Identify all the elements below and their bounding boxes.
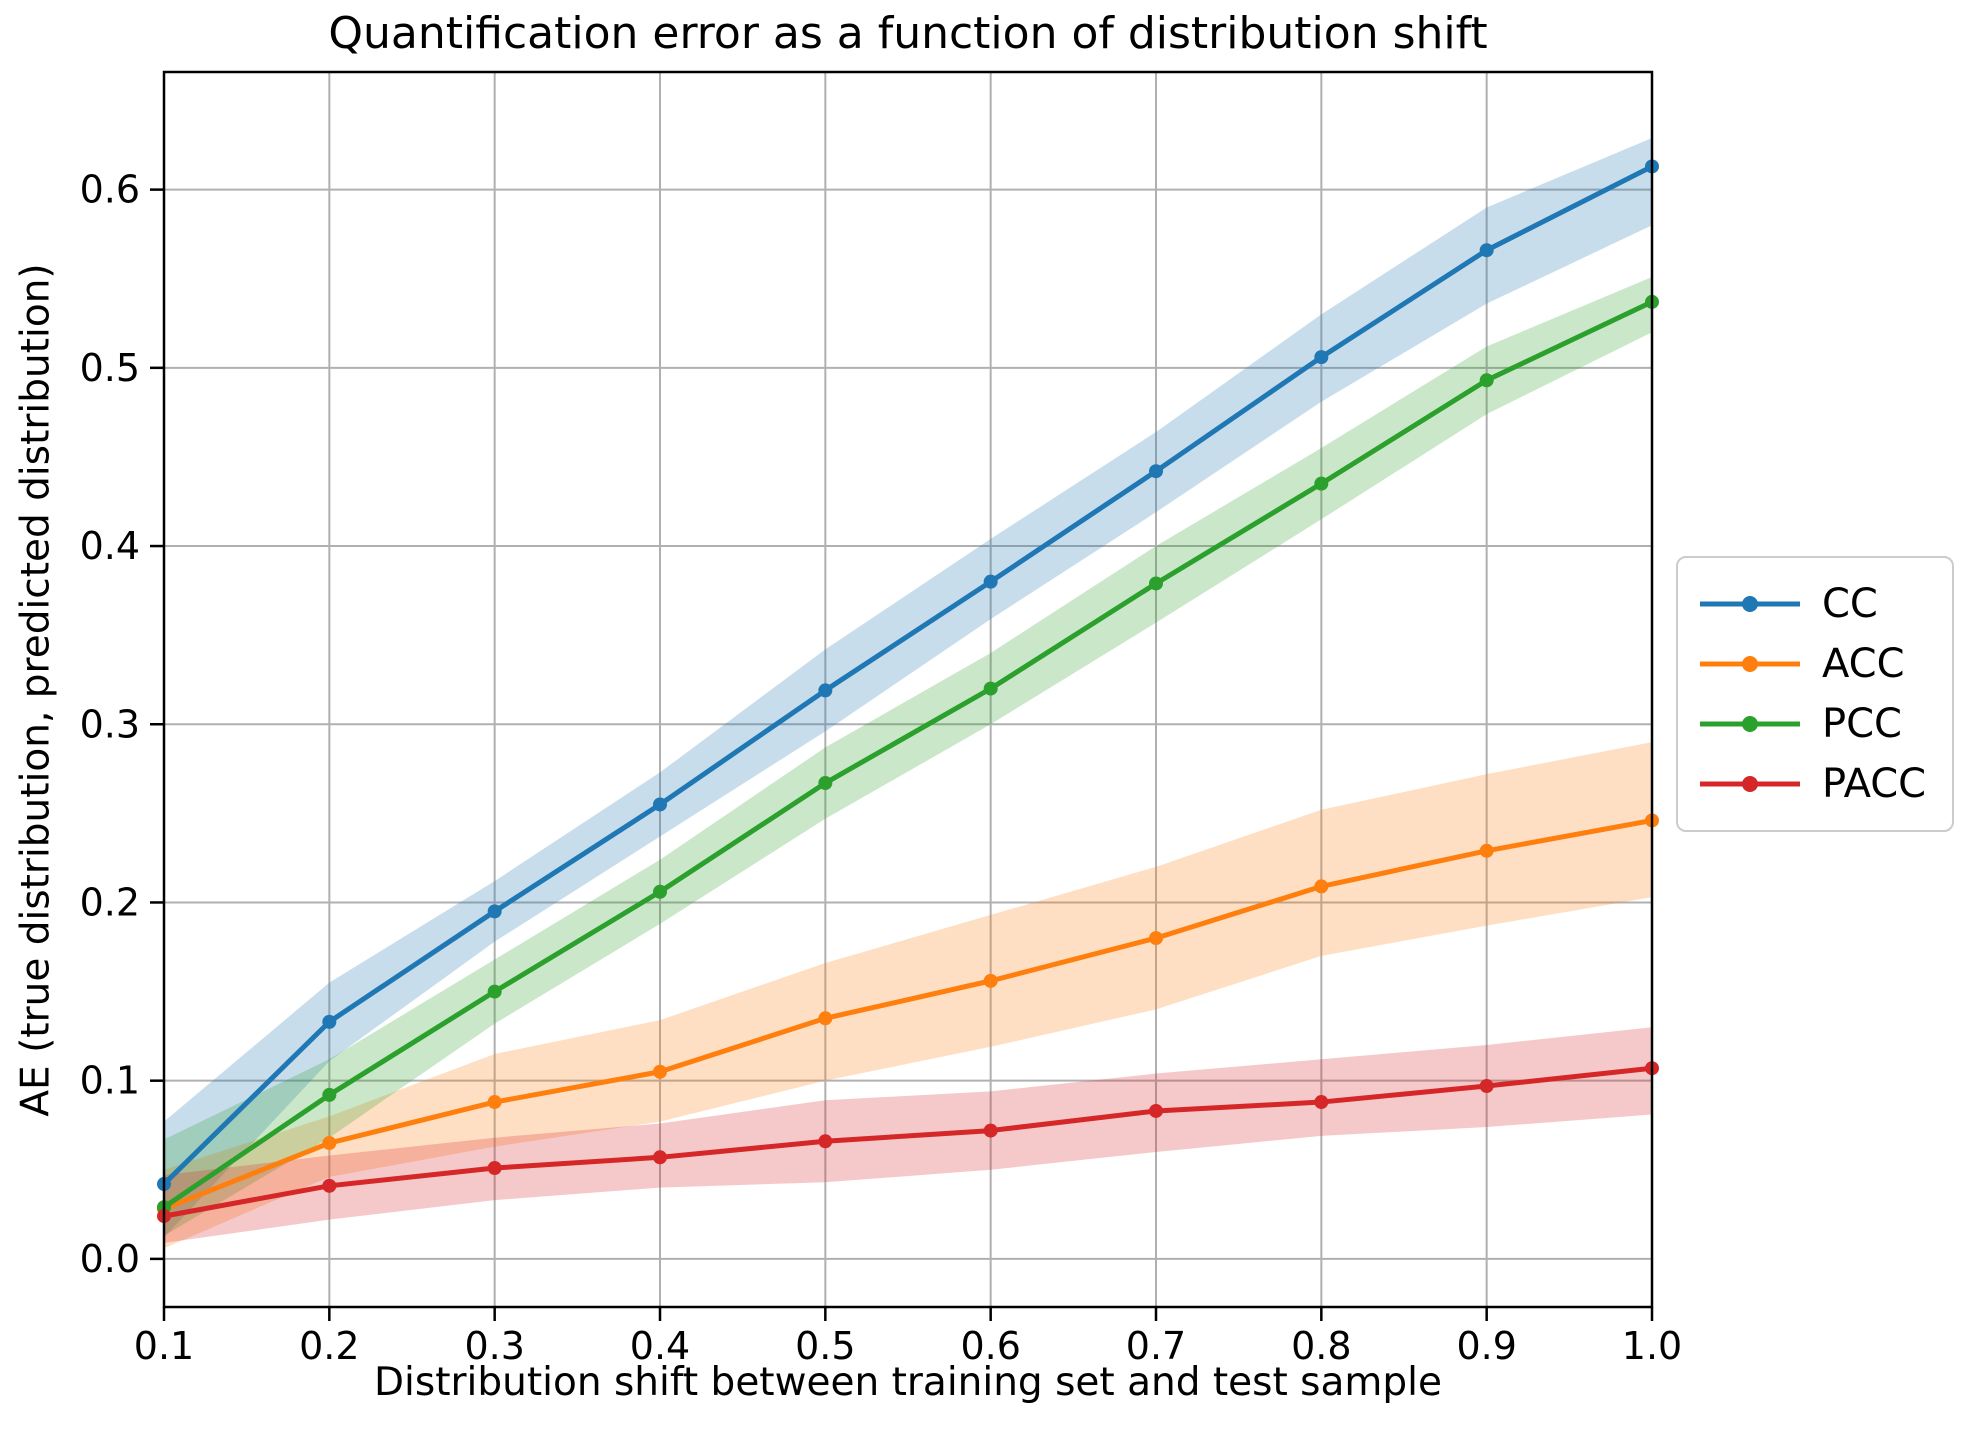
line-marker-swatch-icon: [1700, 716, 1800, 732]
x-axis-ticks: 0.1 0.2 0.3 0.4 0.5 0.6 0.7 0.8 0.9 1.0: [134, 1307, 1682, 1368]
legend-item-pcc: PCC: [1698, 696, 1932, 752]
svg-text:0.1: 0.1: [80, 1059, 140, 1103]
svg-text:0.6: 0.6: [80, 168, 140, 212]
svg-text:0.3: 0.3: [464, 1324, 524, 1368]
line-marker-swatch-icon: [1700, 656, 1800, 672]
series-acc: [157, 813, 1659, 1216]
legend-label: PACC: [1822, 761, 1927, 807]
svg-text:0.7: 0.7: [1126, 1324, 1186, 1368]
band-cc: [164, 137, 1652, 1238]
chart-title: Quantification error as a function of di…: [328, 8, 1488, 59]
legend: CC ACC PCC PACC: [1676, 556, 1954, 832]
y-axis-ticks: 0.0 0.1 0.2 0.3 0.4 0.5 0.6: [80, 168, 164, 1281]
legend-label: PCC: [1822, 701, 1902, 747]
band-pcc: [164, 276, 1652, 1236]
legend-label: CC: [1822, 581, 1878, 627]
y-axis-label: AE (true distribution, predicted distrib…: [13, 263, 59, 1117]
svg-text:0.4: 0.4: [80, 524, 140, 568]
svg-text:0.6: 0.6: [960, 1324, 1020, 1368]
svg-text:0.2: 0.2: [299, 1324, 359, 1368]
legend-item-acc: ACC: [1698, 636, 1932, 692]
legend-item-cc: CC: [1698, 576, 1932, 632]
band-acc: [164, 742, 1652, 1249]
svg-text:0.9: 0.9: [1456, 1324, 1516, 1368]
svg-text:0.8: 0.8: [1291, 1324, 1351, 1368]
svg-text:0.5: 0.5: [80, 346, 140, 390]
legend-item-pacc: PACC: [1698, 756, 1932, 812]
svg-text:1.0: 1.0: [1622, 1324, 1682, 1368]
svg-text:0.2: 0.2: [80, 880, 140, 924]
svg-text:0.0: 0.0: [80, 1237, 140, 1281]
line-marker-swatch-icon: [1700, 776, 1800, 792]
x-axis-label: Distribution shift between training set …: [374, 1360, 1442, 1405]
axes-frame: [162, 70, 1654, 1309]
svg-text:0.3: 0.3: [80, 702, 140, 746]
legend-label: ACC: [1822, 641, 1905, 687]
series-pcc: [157, 294, 1659, 1215]
line-marker-swatch-icon: [1700, 596, 1800, 612]
svg-text:0.5: 0.5: [795, 1324, 855, 1368]
series-cc: [157, 159, 1659, 1192]
svg-text:0.1: 0.1: [134, 1324, 194, 1368]
svg-text:0.4: 0.4: [630, 1324, 690, 1368]
